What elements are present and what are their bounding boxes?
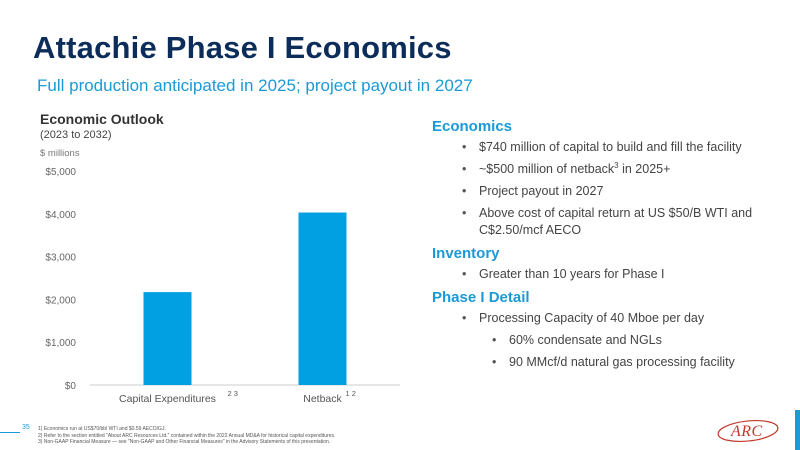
y-tick-label: $1,000 [45, 338, 76, 349]
section-heading: Inventory [432, 245, 500, 262]
page-title: Attachie Phase I Economics [33, 30, 452, 65]
footnote-line: 2) Refer to the section entitled "About … [38, 432, 336, 439]
y-tick-label: $4,000 [45, 210, 76, 221]
sub-bullet-item: 60% condensate and NGLs [432, 332, 792, 349]
bullet-item: Project payout in 2027 [432, 183, 792, 200]
bullet-item: Above cost of capital return at US $50/B… [432, 205, 792, 239]
x-tick-footnote-ref: 2 3 [228, 389, 238, 398]
bar [298, 212, 347, 385]
bullet-item: Processing Capacity of 40 Mboe per day [432, 310, 792, 327]
chart-unit-label: $ millions [40, 148, 80, 159]
page-subtitle: Full production anticipated in 2025; pro… [37, 76, 473, 95]
footnotes: 1) Economics run at US$70/bbl WTI and $0… [38, 426, 335, 446]
economic-outlook-chart: $0 $1,000 $2,000 $3,000 $4,000 $5,000 Capital … [45, 167, 400, 405]
bullet-item: ~$500 million of netback3 in 2025+ [432, 161, 792, 178]
y-tick-label: $2,000 [45, 295, 76, 306]
bullet-item: $740 million of capital to build and fil… [432, 139, 792, 156]
right-panel: Economics $740 million of capital to buil… [432, 118, 792, 376]
y-tick-label: $5,000 [45, 167, 76, 178]
chart-title: Economic Outlook [40, 111, 164, 127]
y-tick-label: $3,000 [45, 253, 76, 264]
footnote-ref: 3 [614, 160, 619, 170]
arc-logo-swoosh-icon [717, 419, 779, 443]
footnote-line: 3) Non-GAAP Financial Measure — see "Non… [38, 439, 331, 445]
x-tick-label: Capital Expenditures [119, 393, 216, 405]
footnote-line: 1) Economics run at US$70/bbl WTI and $0… [38, 426, 166, 432]
sub-bullet-item: 90 MMcf/d natural gas processing facilit… [432, 354, 792, 371]
arc-logo: ARC [712, 418, 786, 444]
accent-bar [795, 410, 800, 450]
y-tick-label: $0 [65, 381, 77, 392]
bullet-item: Greater than 10 years for Phase I [432, 266, 792, 283]
x-tick-label: Netback [303, 393, 342, 405]
page-number: 35 [22, 424, 30, 431]
section-heading: Economics [432, 118, 513, 135]
section-heading: Phase I Detail [432, 289, 530, 306]
page-number-rule [0, 432, 20, 433]
bar [143, 292, 192, 385]
x-tick-footnote-ref: 1 2 [345, 389, 355, 398]
arc-logo-text: ARC [731, 423, 763, 440]
chart-subtitle: (2023 to 2032) [40, 129, 112, 141]
